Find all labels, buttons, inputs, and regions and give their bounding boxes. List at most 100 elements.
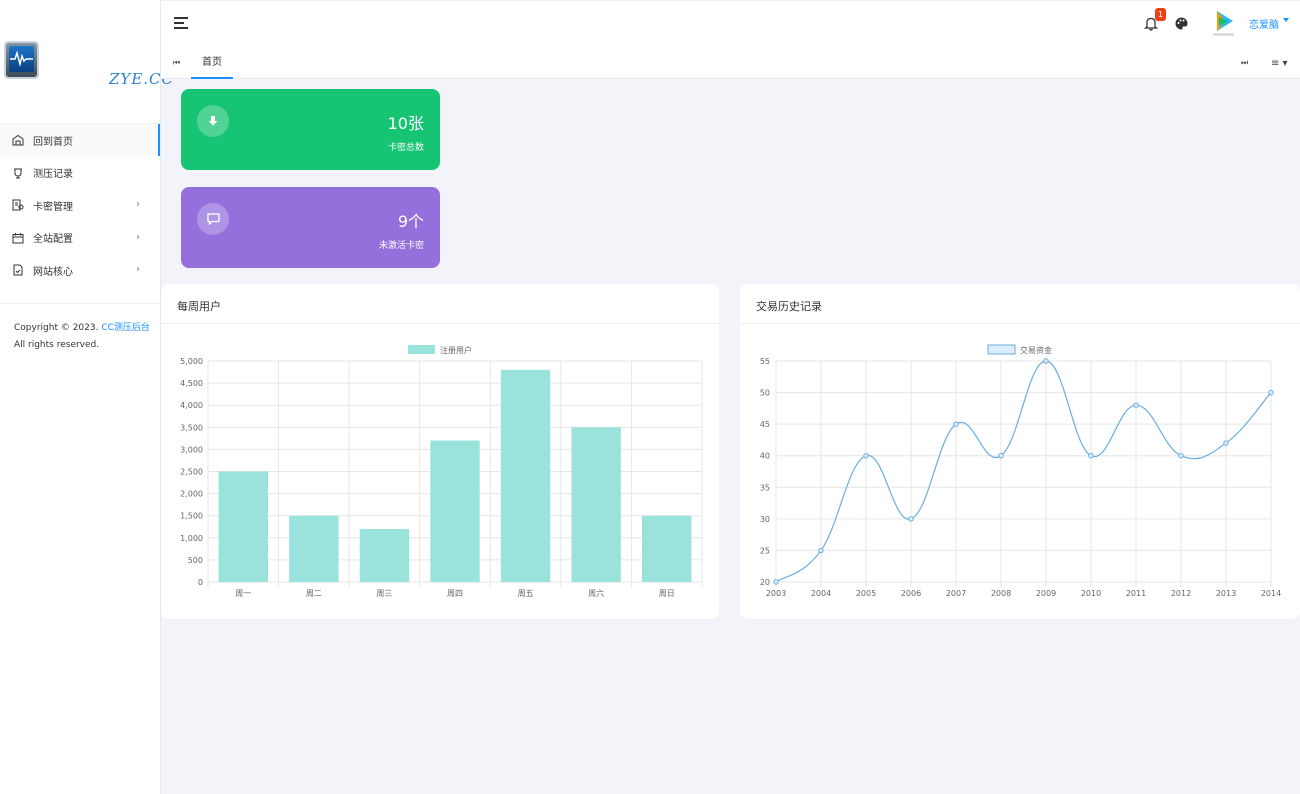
sidebar-item-card-manage[interactable]: 卡密管理 › bbox=[0, 189, 160, 222]
sidebar-item-label: 网站核心 bbox=[33, 266, 73, 278]
bar bbox=[289, 515, 339, 582]
data-point bbox=[1223, 440, 1229, 446]
data-point bbox=[818, 547, 824, 554]
copyright-rights: All rights reserved. bbox=[14, 340, 100, 350]
x-tick-label: 周日 bbox=[659, 589, 675, 598]
data-point bbox=[998, 453, 1004, 459]
bell-icon[interactable] bbox=[1144, 16, 1158, 31]
download-icon bbox=[197, 105, 229, 137]
x-tick-label: 周六 bbox=[588, 588, 604, 598]
x-tick-label: 周四 bbox=[447, 589, 463, 598]
logo-monitor-icon bbox=[4, 41, 39, 79]
data-point bbox=[1133, 402, 1139, 408]
y-tick-label: 0 bbox=[198, 578, 203, 587]
data-point bbox=[908, 516, 914, 522]
y-tick-label: 55 bbox=[760, 357, 770, 366]
y-tick-label: 500 bbox=[188, 556, 203, 565]
sidebar-item-home[interactable]: 回到首页 bbox=[0, 124, 160, 157]
brand-name[interactable]: ZYE.CC bbox=[109, 70, 174, 88]
x-tick-label: 周五 bbox=[518, 589, 534, 598]
x-tick-label: 2014 bbox=[1261, 589, 1281, 598]
tab-options-menu-icon[interactable]: ≡ ▾ bbox=[1271, 58, 1288, 69]
data-point bbox=[1268, 389, 1274, 396]
sidebar-item-records[interactable]: 测压记录 bbox=[0, 157, 160, 190]
chevron-right-icon: › bbox=[136, 264, 140, 275]
data-point bbox=[863, 453, 869, 459]
tab-home[interactable]: 首页 bbox=[191, 47, 233, 79]
sidebar-menu: 回到首页 测压记录 卡密管理 › 全站配置 › 网站核心 › bbox=[0, 124, 160, 287]
legend-label: 注册用户 bbox=[440, 345, 472, 355]
sidebar-item-label: 卡密管理 bbox=[33, 201, 73, 213]
y-tick-label: 2,000 bbox=[180, 490, 203, 499]
bar bbox=[571, 427, 621, 582]
chevron-right-icon: › bbox=[136, 231, 140, 243]
data-point bbox=[953, 421, 959, 427]
copyright: Copyright © 2023. CC测压后台 All rights rese… bbox=[14, 320, 150, 354]
y-tick-label: 30 bbox=[760, 515, 770, 524]
x-tick-label: 2011 bbox=[1126, 589, 1146, 598]
hamburger-menu-icon[interactable] bbox=[174, 17, 188, 29]
stat-card-total-cards: 10张 卡密总数 bbox=[181, 89, 440, 170]
record-icon bbox=[14, 168, 22, 179]
x-tick-label: 2003 bbox=[766, 589, 786, 598]
stat-value: 10张 bbox=[387, 114, 424, 133]
y-tick-label: 2,500 bbox=[180, 468, 203, 477]
weekly-users-card: 每周用户 注册用户 0 500 1,000 1,500 2,000 2,500 3,000 3,… bbox=[161, 284, 719, 619]
copyright-link[interactable]: CC测压后台 bbox=[101, 323, 150, 333]
x-tick-label: 2006 bbox=[901, 589, 921, 598]
avatar[interactable] bbox=[1210, 8, 1237, 38]
calendar-icon bbox=[12, 232, 24, 244]
x-tick-label: 2007 bbox=[946, 589, 966, 598]
palette-icon[interactable] bbox=[1175, 17, 1188, 30]
weekly-users-bar-chart: 注册用户 0 500 1,000 1,500 2,000 2,500 3,000 3,500 4,… bbox=[180, 345, 703, 598]
stat-value: 9个 bbox=[397, 212, 424, 231]
chevron-down-icon[interactable] bbox=[1283, 18, 1289, 22]
home-icon bbox=[12, 135, 24, 146]
sidebar-divider bbox=[0, 303, 160, 304]
brand: ZYE.CC bbox=[0, 0, 173, 124]
x-tick-label: 2008 bbox=[991, 589, 1011, 598]
transaction-history-card: 交易历史记录 交易资金 20 25 30 35 40 45 50 55 2003 2004 2005 2… bbox=[740, 284, 1300, 619]
series-line bbox=[775, 360, 1272, 583]
y-tick-label: 20 bbox=[760, 578, 770, 587]
x-tick-label: 2012 bbox=[1171, 589, 1191, 598]
data-point bbox=[1178, 453, 1184, 459]
sidebar-item-label: 回到首页 bbox=[33, 136, 73, 148]
data-point bbox=[1088, 453, 1094, 459]
y-tick-label: 1,500 bbox=[180, 512, 203, 521]
sidebar-item-label: 测压记录 bbox=[33, 169, 73, 181]
stat-card-inactive-cards: 9个 未激活卡密 bbox=[181, 187, 440, 268]
transaction-line-chart: 交易资金 20 25 30 35 40 45 50 55 2003 2004 2005 2006 2007… bbox=[760, 344, 1281, 598]
bar bbox=[642, 515, 692, 582]
y-tick-label: 50 bbox=[760, 389, 770, 398]
username-dropdown[interactable]: 恋爱脑 bbox=[1249, 20, 1279, 31]
card-manage-icon bbox=[12, 199, 24, 211]
x-tick-label: 2005 bbox=[856, 589, 876, 598]
y-tick-label: 40 bbox=[760, 452, 770, 461]
chart-title: 交易历史记录 bbox=[756, 300, 822, 313]
sidebar-item-site-config[interactable]: 全站配置 › bbox=[0, 222, 160, 255]
chevron-right-icon: › bbox=[136, 199, 140, 210]
legend-swatch bbox=[987, 344, 1016, 355]
data-point bbox=[773, 579, 779, 585]
sidebar-item-site-core[interactable]: 网站核心 › bbox=[0, 254, 160, 287]
x-tick-label: 周二 bbox=[306, 589, 322, 598]
chart-title: 每周用户 bbox=[177, 300, 221, 313]
stat-label: 未激活卡密 bbox=[378, 241, 424, 251]
x-tick-label: 2004 bbox=[811, 589, 831, 598]
y-tick-label: 3,500 bbox=[180, 423, 203, 432]
bar bbox=[359, 528, 410, 582]
data-point bbox=[1043, 358, 1049, 364]
y-tick-label: 4,500 bbox=[180, 379, 203, 388]
bar bbox=[430, 440, 480, 582]
y-tick-label: 25 bbox=[760, 546, 770, 555]
y-tick-label: 1,000 bbox=[180, 534, 203, 543]
x-tick-label: 周一 bbox=[235, 589, 251, 598]
tab-scroll-right-icon[interactable]: ⏭ bbox=[1241, 58, 1249, 67]
legend-swatch bbox=[408, 345, 435, 354]
x-tick-label: 2013 bbox=[1216, 589, 1236, 598]
y-tick-label: 35 bbox=[760, 483, 770, 492]
bar bbox=[218, 471, 268, 582]
tab-scroll-left-icon[interactable]: ⏮ bbox=[173, 58, 181, 67]
x-tick-label: 2009 bbox=[1036, 589, 1056, 598]
